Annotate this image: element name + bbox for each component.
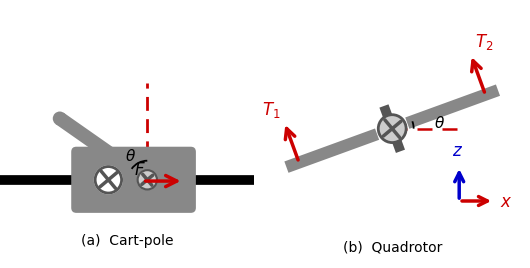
Text: (b)  Quadrotor: (b) Quadrotor — [342, 241, 442, 255]
FancyBboxPatch shape — [71, 147, 196, 213]
Circle shape — [138, 170, 157, 189]
Text: $T_1$: $T_1$ — [262, 100, 280, 120]
Text: $x$: $x$ — [500, 193, 513, 211]
Text: (a)  Cart-pole: (a) Cart-pole — [81, 234, 173, 248]
Polygon shape — [285, 128, 379, 173]
Polygon shape — [379, 104, 405, 153]
Text: $F$: $F$ — [134, 161, 146, 179]
Polygon shape — [405, 84, 500, 129]
Text: $\theta$: $\theta$ — [125, 148, 136, 164]
Polygon shape — [56, 113, 151, 185]
Text: $T_2$: $T_2$ — [475, 32, 493, 52]
Circle shape — [95, 167, 121, 193]
Text: $z$: $z$ — [452, 142, 463, 160]
Circle shape — [378, 115, 406, 143]
Circle shape — [53, 111, 67, 125]
Text: $\theta$: $\theta$ — [434, 115, 445, 131]
